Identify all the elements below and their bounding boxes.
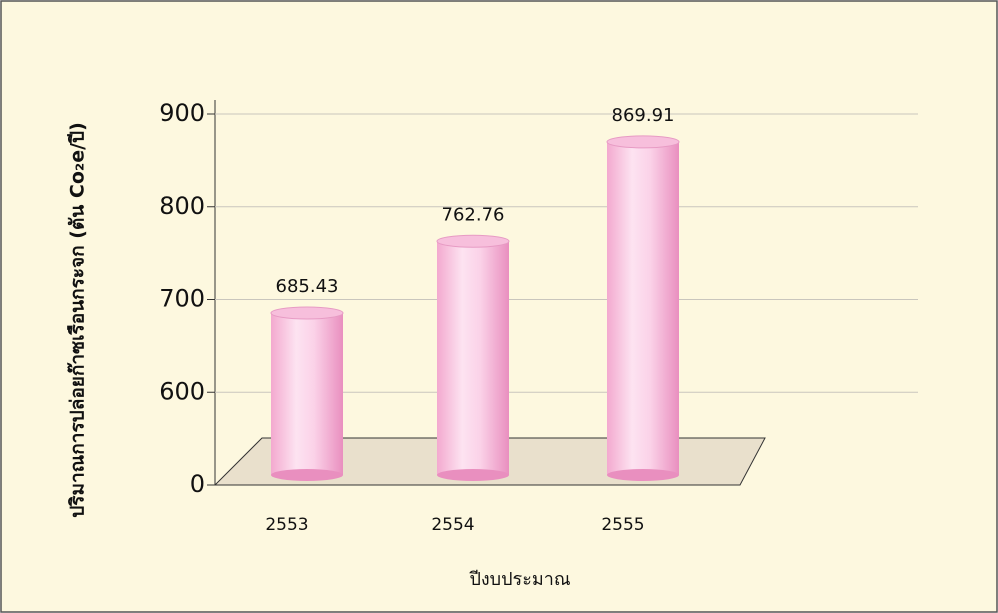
bar-cap <box>606 135 680 149</box>
x-axis-label: ปีงบประมาณ <box>469 569 570 590</box>
bar-base <box>271 469 343 481</box>
y-tick-label: 800 <box>159 192 205 220</box>
y-axis-label: ปริมาณการปล่อยก๊าซเรือนกระจก (ตัน Co₂e/ป… <box>67 122 89 518</box>
bar-base <box>607 469 679 481</box>
bar <box>437 241 509 475</box>
y-tick-label: 0 <box>190 470 205 498</box>
y-tick-label: 600 <box>159 377 205 405</box>
x-tick-label: 2555 <box>601 515 644 535</box>
value-label: 762.76 <box>442 204 505 225</box>
x-tick-label: 2553 <box>265 515 308 535</box>
value-label: 685.43 <box>276 276 339 297</box>
bar-base <box>437 469 509 481</box>
y-tick-label: 900 <box>159 99 205 127</box>
bar-cap <box>436 234 510 248</box>
bar <box>271 313 343 475</box>
bar <box>607 141 679 475</box>
y-tick-label: 700 <box>159 285 205 313</box>
value-label: 869.91 <box>612 105 675 126</box>
bar-cap <box>270 306 344 320</box>
x-tick-label: 2554 <box>431 515 474 535</box>
